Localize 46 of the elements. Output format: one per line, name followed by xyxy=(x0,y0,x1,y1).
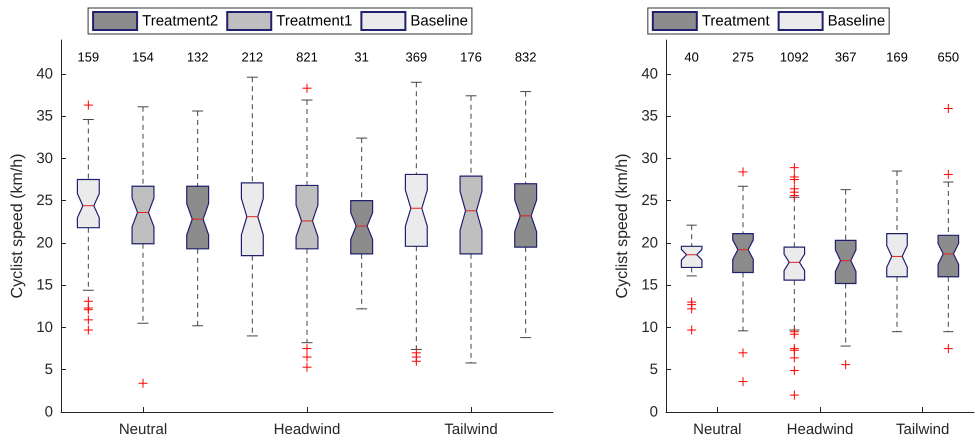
y-tick-label: 25 xyxy=(641,192,658,210)
y-tick-label: 30 xyxy=(36,150,53,167)
y-axis-title: Cyclist speed (km/h) xyxy=(8,154,26,298)
text: 212 xyxy=(241,50,264,64)
text: 154 xyxy=(132,50,154,64)
y-tick-label: 20 xyxy=(641,234,658,252)
y-tick-label: 0 xyxy=(650,404,658,420)
y-tick-label: 15 xyxy=(641,276,658,294)
y-tick-label: 20 xyxy=(36,234,53,252)
text: 650 xyxy=(937,50,960,64)
x-tick-label: Headwind xyxy=(786,421,854,438)
y-tick-label: 5 xyxy=(44,361,53,378)
y-tick-label: 5 xyxy=(650,361,658,378)
y-tick-label: 10 xyxy=(641,318,658,336)
y-tick-label: 40 xyxy=(36,65,53,82)
text: 1092 xyxy=(780,50,809,64)
legend-label: Baseline xyxy=(410,12,468,30)
text: 369 xyxy=(405,50,428,64)
x-tick-label: Neutral xyxy=(693,421,742,438)
text: 40 xyxy=(684,50,699,64)
legend-label: Treatment1 xyxy=(276,12,352,30)
x-tick-label: Tailwind xyxy=(896,421,950,438)
y-tick-label: 25 xyxy=(36,192,53,210)
y-tick-label: 35 xyxy=(36,108,53,125)
y-tick-label: 10 xyxy=(36,318,53,336)
x-tick-label: Headwind xyxy=(274,421,340,438)
text: 132 xyxy=(186,50,209,64)
text: 176 xyxy=(460,50,482,64)
y-tick-label: 15 xyxy=(36,276,53,294)
legend-label: Baseline xyxy=(828,12,886,30)
y-tick-label: 30 xyxy=(641,150,658,167)
text: 159 xyxy=(77,50,100,64)
y-tick-label: 40 xyxy=(641,65,658,82)
text: 275 xyxy=(732,50,754,64)
x-tick-label: Tailwind xyxy=(444,421,498,438)
y-tick-label: 0 xyxy=(44,404,53,420)
text: 367 xyxy=(834,50,857,64)
y-tick-label: 35 xyxy=(641,108,658,125)
text: 832 xyxy=(514,50,537,64)
legend-label: Treatment2 xyxy=(142,12,218,30)
text: 169 xyxy=(886,50,908,64)
x-tick-label: Neutral xyxy=(118,421,168,438)
text: 821 xyxy=(296,50,318,64)
legend-label: Treatment xyxy=(702,12,770,30)
y-axis-title: Cyclist speed (km/h) xyxy=(614,154,631,298)
text: 31 xyxy=(354,50,369,64)
